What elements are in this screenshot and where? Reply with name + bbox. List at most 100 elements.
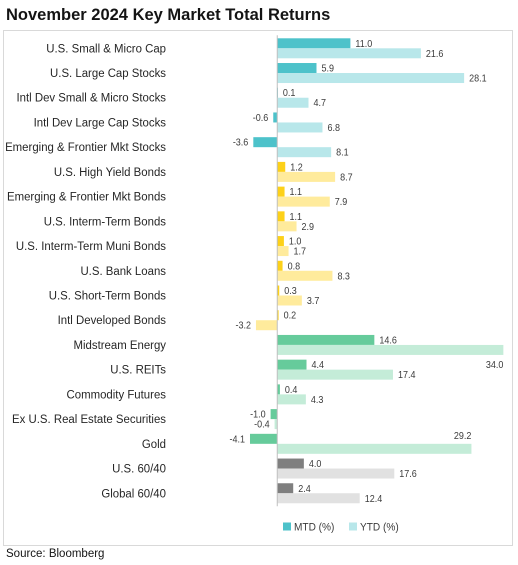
category-label-1: U.S. Large Cap Stocks	[50, 66, 166, 81]
category-label-16: Gold	[142, 436, 166, 451]
ytd-bar-11	[255, 320, 278, 331]
ytd-bar-13	[277, 369, 393, 380]
category-label-8: U.S. Interm-Term Muni Bonds	[16, 239, 166, 254]
mtd-bar-17	[277, 458, 304, 469]
ytd-bar-4	[277, 147, 332, 158]
ytd-value-label-3: 6.8	[327, 123, 340, 135]
mtd-bar-0	[277, 38, 351, 49]
ytd-value-label-5: 8.7	[340, 172, 353, 184]
mtd-value-label-6: 1.1	[290, 187, 303, 199]
category-label-2: Intl Dev Small & Micro Stocks	[16, 90, 166, 105]
chart-frame	[3, 30, 513, 546]
mtd-value-label-1: 5.9	[321, 63, 334, 75]
ytd-bar-0	[277, 48, 421, 59]
mtd-value-label-14: 0.4	[285, 384, 298, 396]
mtd-value-label-3: -0.6	[253, 113, 268, 125]
mtd-bar-4	[253, 137, 278, 148]
category-label-6: Emerging & Frontier Mkt Bonds	[7, 189, 166, 204]
mtd-bar-15	[270, 409, 278, 420]
category-label-15: Ex U.S. Real Estate Securities	[12, 412, 166, 427]
ytd-value-label-6: 7.9	[335, 197, 348, 209]
ytd-bar-18	[277, 493, 360, 504]
category-label-17: U.S. 60/40	[112, 461, 166, 476]
ytd-value-label-0: 21.6	[426, 48, 444, 60]
mtd-bar-7	[277, 211, 285, 222]
mtd-bar-14	[277, 384, 280, 395]
ytd-value-label-18: 12.4	[365, 493, 383, 505]
mtd-bar-8	[277, 236, 284, 247]
ytd-value-label-8: 1.7	[294, 246, 307, 258]
value-labels: 11.0 21.6 5.9 28.1 0.1 4.7 -0.6 6.8 -3.6 8.1 1.2 8.…	[229, 38, 503, 505]
legend-swatch-mtd	[283, 522, 291, 531]
bars	[249, 38, 504, 504]
category-label-10: U.S. Short-Term Bonds	[49, 288, 166, 303]
ytd-value-label-2: 4.7	[314, 98, 327, 110]
ytd-bar-8	[277, 246, 289, 257]
ytd-value-label-15: -0.4	[254, 419, 269, 431]
legend: MTD (%) YTD (%)	[283, 521, 399, 534]
mtd-bar-10	[277, 285, 280, 296]
category-labels: U.S. Small & Micro Cap U.S. Large Cap Sto…	[5, 41, 166, 501]
mtd-bar-12	[277, 334, 375, 345]
category-label-3: Intl Dev Large Cap Stocks	[34, 115, 166, 130]
category-label-9: U.S. Bank Loans	[80, 263, 166, 278]
mtd-bar-13	[277, 359, 307, 370]
ytd-value-label-12: 34.0	[486, 360, 504, 372]
ytd-value-label-10: 3.7	[307, 296, 320, 308]
mtd-bar-1	[277, 63, 317, 74]
mtd-bar-18	[277, 483, 294, 494]
ytd-value-label-4: 8.1	[336, 147, 349, 159]
ytd-bar-9	[277, 270, 333, 281]
source-note: Source: Bloomberg	[6, 548, 104, 560]
mtd-value-label-5: 1.2	[290, 162, 303, 174]
category-label-0: U.S. Small & Micro Cap	[46, 41, 166, 56]
ytd-bar-10	[277, 295, 302, 306]
mtd-value-label-9: 0.8	[288, 261, 301, 273]
ytd-value-label-7: 2.9	[302, 221, 315, 233]
ytd-bar-5	[277, 171, 336, 182]
ytd-bar-16	[277, 443, 472, 454]
ytd-bar-12	[277, 344, 504, 355]
mtd-bar-6	[277, 186, 285, 197]
ytd-bar-6	[277, 196, 330, 207]
ytd-bar-7	[277, 221, 297, 232]
mtd-bar-9	[277, 260, 283, 271]
mtd-bar-16	[249, 433, 278, 444]
ytd-bar-2	[277, 97, 309, 108]
ytd-value-label-9: 8.3	[337, 271, 350, 283]
category-label-13: U.S. REITs	[110, 362, 166, 377]
ytd-bar-17	[277, 468, 395, 479]
mtd-value-label-11: 0.2	[284, 310, 297, 322]
ytd-bar-15	[274, 419, 278, 430]
ytd-value-label-11: -3.2	[235, 320, 250, 332]
mtd-value-label-4: -3.6	[233, 137, 248, 149]
category-label-11: Intl Developed Bonds	[58, 313, 166, 328]
mtd-value-label-15: -1.0	[250, 409, 265, 421]
ytd-bar-1	[277, 73, 465, 84]
ytd-value-label-14: 4.3	[311, 394, 324, 406]
mtd-value-label-18: 2.4	[298, 483, 311, 495]
category-label-4: Emerging & Frontier Mkt Stocks	[5, 140, 166, 155]
category-label-12: Midstream Energy	[73, 337, 166, 352]
mtd-value-label-12: 14.6	[379, 335, 397, 347]
ytd-bar-3	[277, 122, 323, 133]
mtd-value-label-2: 0.1	[283, 88, 296, 100]
chart-title: November 2024 Key Market Total Returns	[6, 6, 330, 24]
mtd-value-label-17: 4.0	[309, 459, 322, 471]
category-label-18: Global 60/40	[101, 486, 166, 501]
mtd-value-label-13: 4.4	[312, 360, 325, 372]
ytd-bar-14	[277, 394, 306, 405]
legend-label-mtd: MTD (%)	[294, 521, 334, 533]
mtd-value-label-16: -4.1	[229, 434, 244, 446]
mtd-value-label-8: 1.0	[289, 236, 302, 248]
mtd-value-label-0: 11.0	[355, 38, 372, 50]
mtd-bar-5	[277, 161, 286, 172]
mtd-value-label-7: 1.1	[290, 211, 303, 223]
mtd-bar-11	[277, 310, 279, 321]
legend-label-ytd: YTD (%)	[360, 521, 399, 533]
mtd-value-label-10: 0.3	[284, 286, 297, 298]
ytd-value-label-13: 17.4	[398, 370, 416, 382]
mtd-bar-3	[273, 112, 278, 123]
category-label-14: Commodity Futures	[67, 387, 167, 402]
